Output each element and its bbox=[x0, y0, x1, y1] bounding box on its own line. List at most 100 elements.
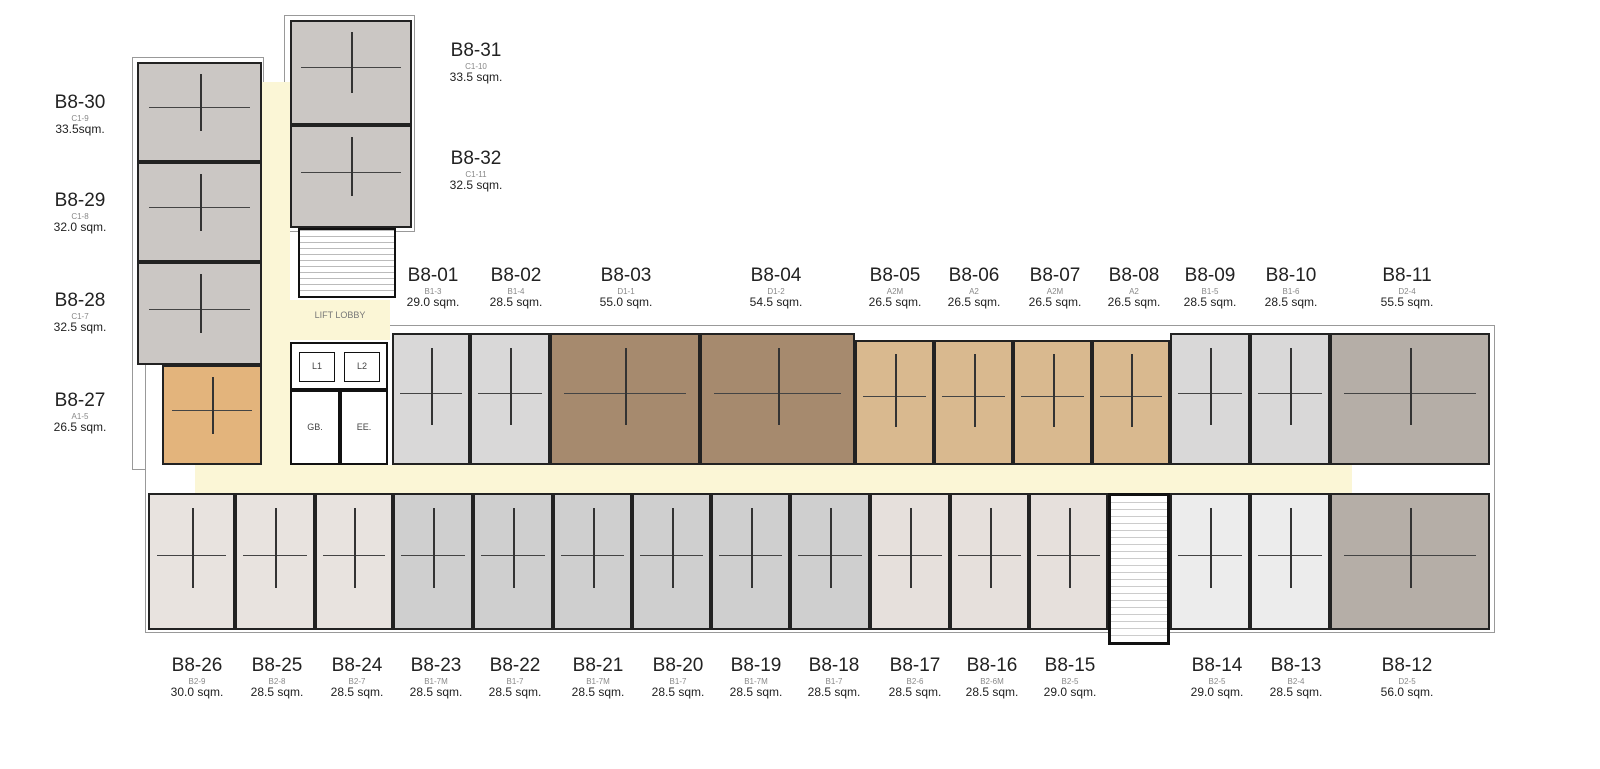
unit-code: B8-06 bbox=[948, 265, 1000, 286]
unit-area: 28.5 sqm. bbox=[1183, 295, 1237, 310]
unit-area: 28.5 sqm. bbox=[571, 685, 625, 700]
unit-B8-20[interactable] bbox=[632, 493, 711, 630]
unit-B8-07[interactable] bbox=[1013, 340, 1092, 465]
unit-B8-17[interactable] bbox=[870, 493, 950, 630]
unit-B8-10[interactable] bbox=[1250, 333, 1330, 465]
unit-code: B8-09 bbox=[1184, 265, 1236, 286]
unit-B8-27[interactable] bbox=[162, 365, 262, 465]
unit-area: 32.5 sqm. bbox=[449, 178, 503, 193]
label-B8-15: B8-15 B2-5 29.0 sqm. bbox=[1015, 655, 1125, 700]
unit-type: B1-7M bbox=[744, 676, 768, 686]
unit-area: 26.5 sqm. bbox=[868, 295, 922, 310]
unit-B8-24[interactable] bbox=[315, 493, 393, 630]
unit-B8-28[interactable] bbox=[137, 262, 262, 365]
unit-type: C1-11 bbox=[465, 169, 487, 179]
unit-B8-19[interactable] bbox=[711, 493, 790, 630]
garbage-room: GB. bbox=[290, 390, 340, 465]
unit-area: 29.0 sqm. bbox=[406, 295, 460, 310]
unit-area: 28.5 sqm. bbox=[489, 295, 543, 310]
unit-code: B8-19 bbox=[730, 655, 782, 676]
label-B8-14: B8-14 B2-5 29.0 sqm. bbox=[1162, 655, 1272, 700]
unit-area: 26.5 sqm. bbox=[1107, 295, 1161, 310]
corridor-end bbox=[1352, 465, 1490, 493]
unit-B8-11[interactable] bbox=[1330, 333, 1490, 465]
unit-type: B1-3 bbox=[424, 286, 442, 296]
unit-code: B8-04 bbox=[750, 265, 802, 286]
label-B8-16: B8-16 B2-6M 28.5 sqm. bbox=[937, 655, 1047, 700]
unit-type: A2 bbox=[969, 286, 979, 296]
unit-B8-26[interactable] bbox=[148, 493, 235, 630]
unit-type: D2-4 bbox=[1398, 286, 1416, 296]
unit-area: 28.5 sqm. bbox=[1269, 685, 1323, 700]
unit-area: 28.5 sqm. bbox=[488, 685, 542, 700]
unit-B8-04[interactable] bbox=[700, 333, 855, 465]
unit-type: A1-5 bbox=[71, 411, 89, 421]
unit-code: B8-32 bbox=[450, 148, 502, 169]
unit-B8-09[interactable] bbox=[1170, 333, 1250, 465]
unit-area: 28.5 sqm. bbox=[651, 685, 705, 700]
unit-B8-29[interactable] bbox=[137, 162, 262, 262]
unit-B8-18[interactable] bbox=[790, 493, 870, 630]
unit-area: 29.0 sqm. bbox=[1043, 685, 1097, 700]
label-B8-25: B8-25 B2-8 28.5 sqm. bbox=[222, 655, 332, 700]
unit-B8-03[interactable] bbox=[550, 333, 700, 465]
unit-B8-13[interactable] bbox=[1250, 493, 1330, 630]
unit-B8-01[interactable] bbox=[392, 333, 470, 465]
unit-type: B2-7 bbox=[348, 676, 366, 686]
unit-B8-21[interactable] bbox=[553, 493, 632, 630]
unit-B8-25[interactable] bbox=[235, 493, 315, 630]
unit-type: B1-4 bbox=[507, 286, 525, 296]
unit-type: B2-5 bbox=[1061, 676, 1079, 686]
unit-B8-32[interactable] bbox=[290, 125, 412, 228]
unit-code: B8-22 bbox=[489, 655, 541, 676]
unit-type: B1-7M bbox=[424, 676, 448, 686]
unit-B8-12[interactable] bbox=[1330, 493, 1490, 630]
unit-B8-22[interactable] bbox=[473, 493, 553, 630]
unit-B8-05[interactable] bbox=[855, 340, 934, 465]
unit-code: B8-10 bbox=[1265, 265, 1317, 286]
unit-B8-16[interactable] bbox=[950, 493, 1029, 630]
label-B8-23: B8-23 B1-7M 28.5 sqm. bbox=[381, 655, 491, 700]
unit-area: 33.5sqm. bbox=[55, 122, 105, 137]
unit-area: 28.5 sqm. bbox=[409, 685, 463, 700]
unit-type: C1-8 bbox=[71, 211, 89, 221]
unit-type: A2M bbox=[886, 286, 904, 296]
unit-B8-08[interactable] bbox=[1092, 340, 1170, 465]
unit-type: A2 bbox=[1129, 286, 1139, 296]
fire-staircase bbox=[1108, 493, 1170, 645]
unit-code: B8-02 bbox=[490, 265, 542, 286]
unit-code: B8-03 bbox=[600, 265, 652, 286]
label-B8-07: B8-07 A2M 26.5 sqm. bbox=[1000, 265, 1110, 310]
unit-B8-14[interactable] bbox=[1170, 493, 1250, 630]
label-B8-06: B8-06 A2 26.5 sqm. bbox=[919, 265, 1029, 310]
main-corridor bbox=[195, 465, 1352, 493]
label-B8-02: B8-02 B1-4 28.5 sqm. bbox=[461, 265, 571, 310]
label-B8-26: B8-26 B2-9 30.0 sqm. bbox=[142, 655, 252, 700]
unit-B8-23[interactable] bbox=[393, 493, 473, 630]
unit-B8-15[interactable] bbox=[1029, 493, 1108, 630]
unit-B8-06[interactable] bbox=[934, 340, 1013, 465]
unit-type: D2-5 bbox=[1398, 676, 1416, 686]
lift-lobby: LIFT LOBBY bbox=[290, 300, 390, 340]
unit-code: B8-08 bbox=[1108, 265, 1160, 286]
unit-code: B8-18 bbox=[808, 655, 860, 676]
unit-code: B8-30 bbox=[54, 92, 106, 113]
label-B8-24: B8-24 B2-7 28.5 sqm. bbox=[302, 655, 412, 700]
unit-code: B8-31 bbox=[450, 40, 502, 61]
unit-B8-02[interactable] bbox=[470, 333, 550, 465]
label-B8-13: B8-13 B2-4 28.5 sqm. bbox=[1241, 655, 1351, 700]
unit-B8-31[interactable] bbox=[290, 20, 412, 125]
unit-area: 56.0 sqm. bbox=[1380, 685, 1434, 700]
unit-area: 26.5 sqm. bbox=[1028, 295, 1082, 310]
label-B8-05: B8-05 A2M 26.5 sqm. bbox=[840, 265, 950, 310]
label-B8-31: B8-31 C1-10 33.5 sqm. bbox=[421, 40, 531, 85]
unit-type: B1-7M bbox=[586, 676, 610, 686]
unit-B8-30[interactable] bbox=[137, 62, 262, 162]
unit-type: D1-1 bbox=[617, 286, 635, 296]
unit-code: B8-23 bbox=[410, 655, 462, 676]
unit-code: B8-29 bbox=[54, 190, 106, 211]
label-B8-32: B8-32 C1-11 32.5 sqm. bbox=[421, 148, 531, 193]
unit-type: C1-9 bbox=[71, 113, 89, 123]
unit-type: B1-5 bbox=[1201, 286, 1219, 296]
unit-area: 28.5 sqm. bbox=[965, 685, 1019, 700]
